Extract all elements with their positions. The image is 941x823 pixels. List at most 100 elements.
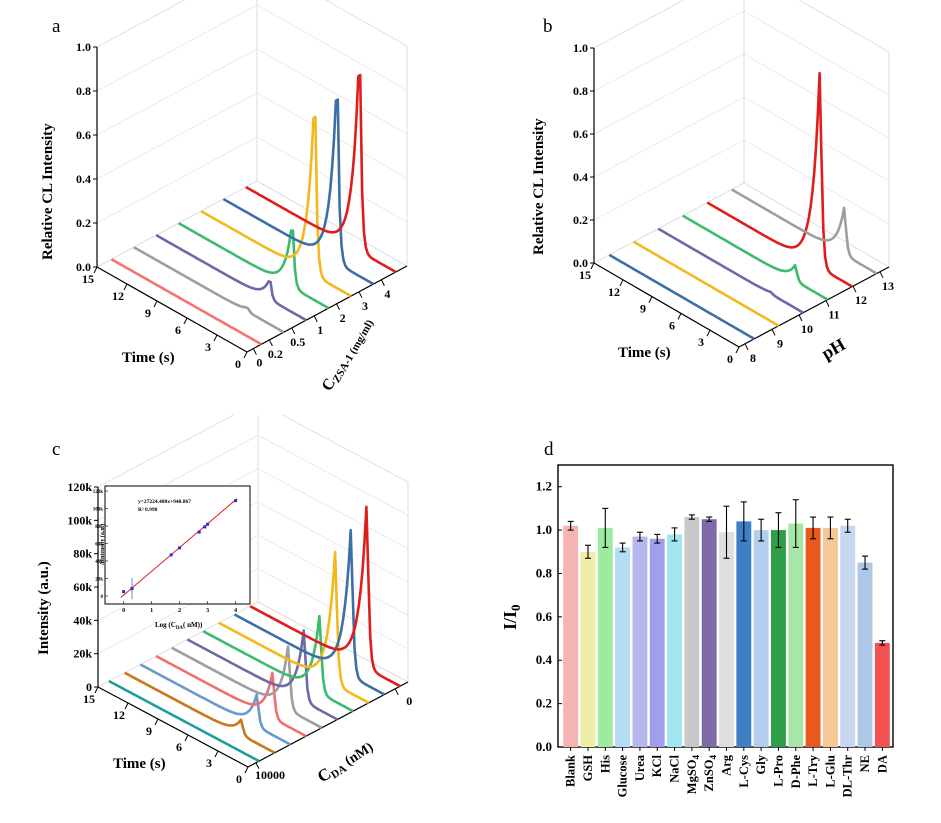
- panel-letter-b: b: [543, 16, 553, 37]
- x-tick-label: 3: [698, 335, 704, 349]
- chart-c-xlabel: Time (s): [113, 756, 166, 772]
- z-tick-label: 4: [384, 287, 390, 301]
- x-tick-mark: [590, 262, 595, 270]
- bar: [805, 527, 821, 747]
- series-line: [139, 663, 292, 746]
- x-tick-label: 0: [235, 357, 241, 371]
- z-tick-label: 0.5: [290, 335, 305, 349]
- y-tick-label: 0.6: [536, 609, 553, 624]
- series-line: [682, 214, 829, 301]
- grid-line: [593, 96, 890, 182]
- z-tick-mark: [358, 291, 363, 299]
- x-tick-mark: [735, 346, 740, 354]
- bar: [874, 642, 890, 747]
- chart-d-yticks: 0.0 0.2 0.4 0.6 0.8 1.0 1.2: [536, 479, 562, 754]
- z-axis-line: [246, 265, 408, 353]
- chart-c-zlabel: CDA (nM): [314, 736, 378, 788]
- x-tick-label: DA: [875, 755, 889, 773]
- chart-a-ylabel: Relative CL Intensity: [40, 123, 56, 260]
- z-axis-line: [738, 266, 890, 348]
- x-tick-mark: [124, 702, 129, 710]
- inset-r2: R² 0.998: [138, 507, 158, 513]
- inset-point: [234, 499, 238, 503]
- x-tick-mark: [154, 718, 159, 726]
- inset-y-tick-label: 40k: [95, 560, 103, 565]
- x-tick-mark: [183, 317, 188, 325]
- bar: [684, 517, 700, 747]
- y-tick-label: 0.8: [76, 84, 91, 98]
- bar: [857, 562, 873, 747]
- x-tick-label: Arg: [720, 754, 734, 776]
- z-tick-mark: [380, 279, 385, 286]
- x-tick-label: Urea: [633, 754, 647, 781]
- bar: [840, 525, 856, 747]
- z-tick-mark: [313, 315, 318, 323]
- inset-y-tick-label: 120k: [93, 490, 104, 495]
- z-tick-mark: [825, 300, 830, 307]
- inset-equation: y=27224.408x+948.867: [138, 499, 191, 505]
- bar: [788, 523, 804, 747]
- grid-line: [96, 136, 408, 224]
- chart-b-yticks: 0.0 0.2 0.4 0.6 0.8 1.0: [573, 41, 594, 270]
- x-tick-label: 12: [112, 289, 124, 303]
- grid-line: [96, 92, 408, 180]
- x-tick-label: 15: [83, 692, 95, 706]
- y-tick-label: 0.6: [76, 128, 91, 142]
- x-tick-mark: [648, 296, 653, 303]
- inset-point: [178, 546, 182, 550]
- bar: [822, 527, 838, 747]
- z-tick-mark: [268, 339, 273, 347]
- grid-line: [593, 53, 890, 139]
- chart-c-ylabel: Intensity (a.u.): [36, 561, 52, 655]
- panel-letter-c: c: [52, 439, 60, 460]
- chart-a-box: [96, 0, 408, 353]
- series-line: [110, 258, 263, 346]
- chart-c-xticks: 15 12 9 6 3 0: [83, 686, 249, 786]
- panel-letter-d: d: [544, 439, 554, 460]
- inset-frame: [104, 485, 251, 605]
- box-top: [97, 415, 409, 488]
- x-tick-label: DL-Thr: [841, 755, 855, 798]
- x-tick-label: 9: [640, 302, 646, 316]
- x-tick-label: 3: [205, 340, 211, 354]
- chart-d-ylabel: I/I0: [500, 604, 523, 630]
- series-line: [245, 73, 397, 274]
- x-tick-label: 9: [145, 306, 151, 320]
- inset-xlabel: Log (CDA( nM)): [155, 621, 203, 631]
- chart-b: b 0.0 0.2 0.4 0.6 0.8 1.0 15 12 9 6 3 0 8 9 10 11 12 13…: [531, 0, 894, 366]
- series-line: [706, 71, 853, 288]
- bar: [632, 536, 648, 747]
- chart-b-xticks: 15 12 9 6 3 0: [579, 262, 740, 366]
- z-tick-label: 9: [777, 336, 783, 350]
- y-tick-label: 0.0: [573, 256, 588, 270]
- chart-c-zticks: 10000 0: [255, 688, 412, 782]
- z-tick-label: 1: [317, 323, 323, 337]
- y-tick-label: 0: [86, 680, 92, 694]
- inset-point: [203, 525, 207, 529]
- bar: [701, 519, 717, 747]
- bar: [753, 530, 769, 747]
- grid-line: [97, 415, 409, 488]
- z-tick-mark: [336, 303, 341, 311]
- box-top: [96, 0, 408, 48]
- x-tick-mark: [184, 734, 189, 742]
- time-axis-line: [96, 266, 248, 353]
- x-tick-label: 9: [146, 724, 152, 738]
- inset-point: [169, 553, 173, 557]
- grid-line: [593, 10, 890, 96]
- z-tick-label: 10000: [255, 768, 285, 782]
- bar: [615, 547, 631, 747]
- x-tick-label: GSH: [581, 755, 595, 782]
- inset-point: [197, 530, 201, 534]
- chart-a-xticks: 15 12 9 6 3 0: [82, 266, 248, 371]
- x-tick-label: L-Try: [806, 754, 820, 786]
- series-line: [177, 221, 330, 310]
- z-tick-label: 13: [882, 279, 894, 293]
- x-tick-label: 15: [82, 272, 94, 286]
- x-tick-mark: [94, 686, 99, 694]
- y-tick-label: 120k: [67, 480, 92, 494]
- bar: [580, 551, 596, 747]
- bar: [649, 538, 665, 747]
- x-tick-label: L-Pro: [771, 755, 785, 787]
